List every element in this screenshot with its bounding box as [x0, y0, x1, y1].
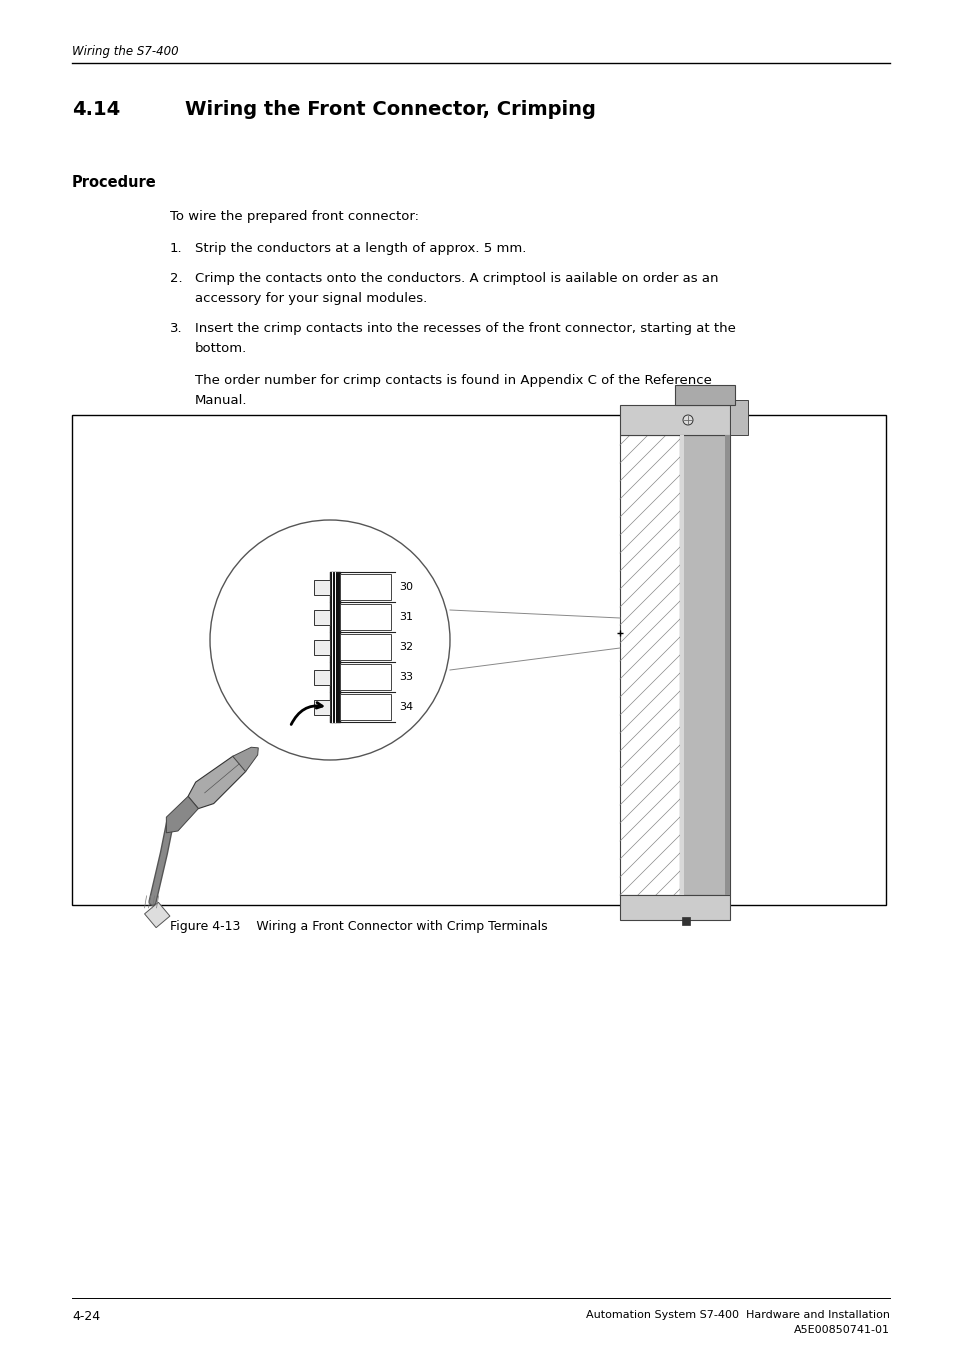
Polygon shape [188, 756, 247, 809]
Bar [314, 640, 330, 655]
Bar [339, 694, 391, 720]
Circle shape [210, 520, 450, 760]
Bar [145, 902, 170, 927]
Text: 34: 34 [398, 702, 413, 711]
Bar [729, 400, 747, 435]
Bar [619, 895, 729, 919]
Text: 4-24: 4-24 [71, 1310, 100, 1323]
Text: A5E00850741-01: A5E00850741-01 [793, 1324, 889, 1335]
Circle shape [682, 414, 692, 425]
Text: Strip the conductors at a length of approx. 5 mm.: Strip the conductors at a length of appr… [194, 242, 526, 255]
Text: 31: 31 [398, 612, 413, 622]
Bar [330, 572, 339, 722]
Bar [314, 699, 330, 714]
Text: 32: 32 [398, 643, 413, 652]
Text: Procedure: Procedure [71, 176, 156, 190]
Bar [339, 664, 391, 690]
Bar [679, 435, 729, 895]
Bar [679, 435, 683, 895]
Bar [314, 579, 330, 594]
Text: 2.: 2. [170, 271, 182, 285]
Text: Wiring the S7-400: Wiring the S7-400 [71, 45, 178, 58]
Text: To wire the prepared front connector:: To wire the prepared front connector: [170, 211, 418, 223]
Text: accessory for your signal modules.: accessory for your signal modules. [194, 292, 427, 305]
Bar [314, 609, 330, 625]
Text: Figure 4-13    Wiring a Front Connector with Crimp Terminals: Figure 4-13 Wiring a Front Connector wit… [170, 919, 547, 933]
Text: bottom.: bottom. [194, 342, 247, 355]
Polygon shape [166, 796, 198, 833]
Bar [724, 435, 729, 895]
Bar [339, 634, 391, 660]
Text: 30: 30 [398, 582, 413, 593]
Polygon shape [233, 748, 258, 772]
Text: Insert the crimp contacts into the recesses of the front connector, starting at : Insert the crimp contacts into the reces… [194, 323, 735, 335]
Text: Wiring the Front Connector, Crimping: Wiring the Front Connector, Crimping [185, 100, 596, 119]
Bar [71, 414, 885, 904]
Text: 33: 33 [398, 672, 413, 682]
Bar [619, 435, 679, 895]
Text: 3.: 3. [170, 323, 182, 335]
Text: Crimp the contacts onto the conductors. A crimptool is aailable on order as an: Crimp the contacts onto the conductors. … [194, 271, 718, 285]
Bar [675, 385, 734, 405]
Bar [619, 405, 729, 435]
Bar [314, 670, 330, 684]
Text: Automation System S7-400  Hardware and Installation: Automation System S7-400 Hardware and In… [585, 1310, 889, 1320]
Text: 1.: 1. [170, 242, 182, 255]
Bar [339, 603, 391, 630]
Bar [681, 917, 689, 925]
Text: Manual.: Manual. [194, 394, 247, 406]
Text: The order number for crimp contacts is found in Appendix C of the Reference: The order number for crimp contacts is f… [194, 374, 711, 387]
Bar [339, 574, 391, 599]
Text: 4.14: 4.14 [71, 100, 120, 119]
